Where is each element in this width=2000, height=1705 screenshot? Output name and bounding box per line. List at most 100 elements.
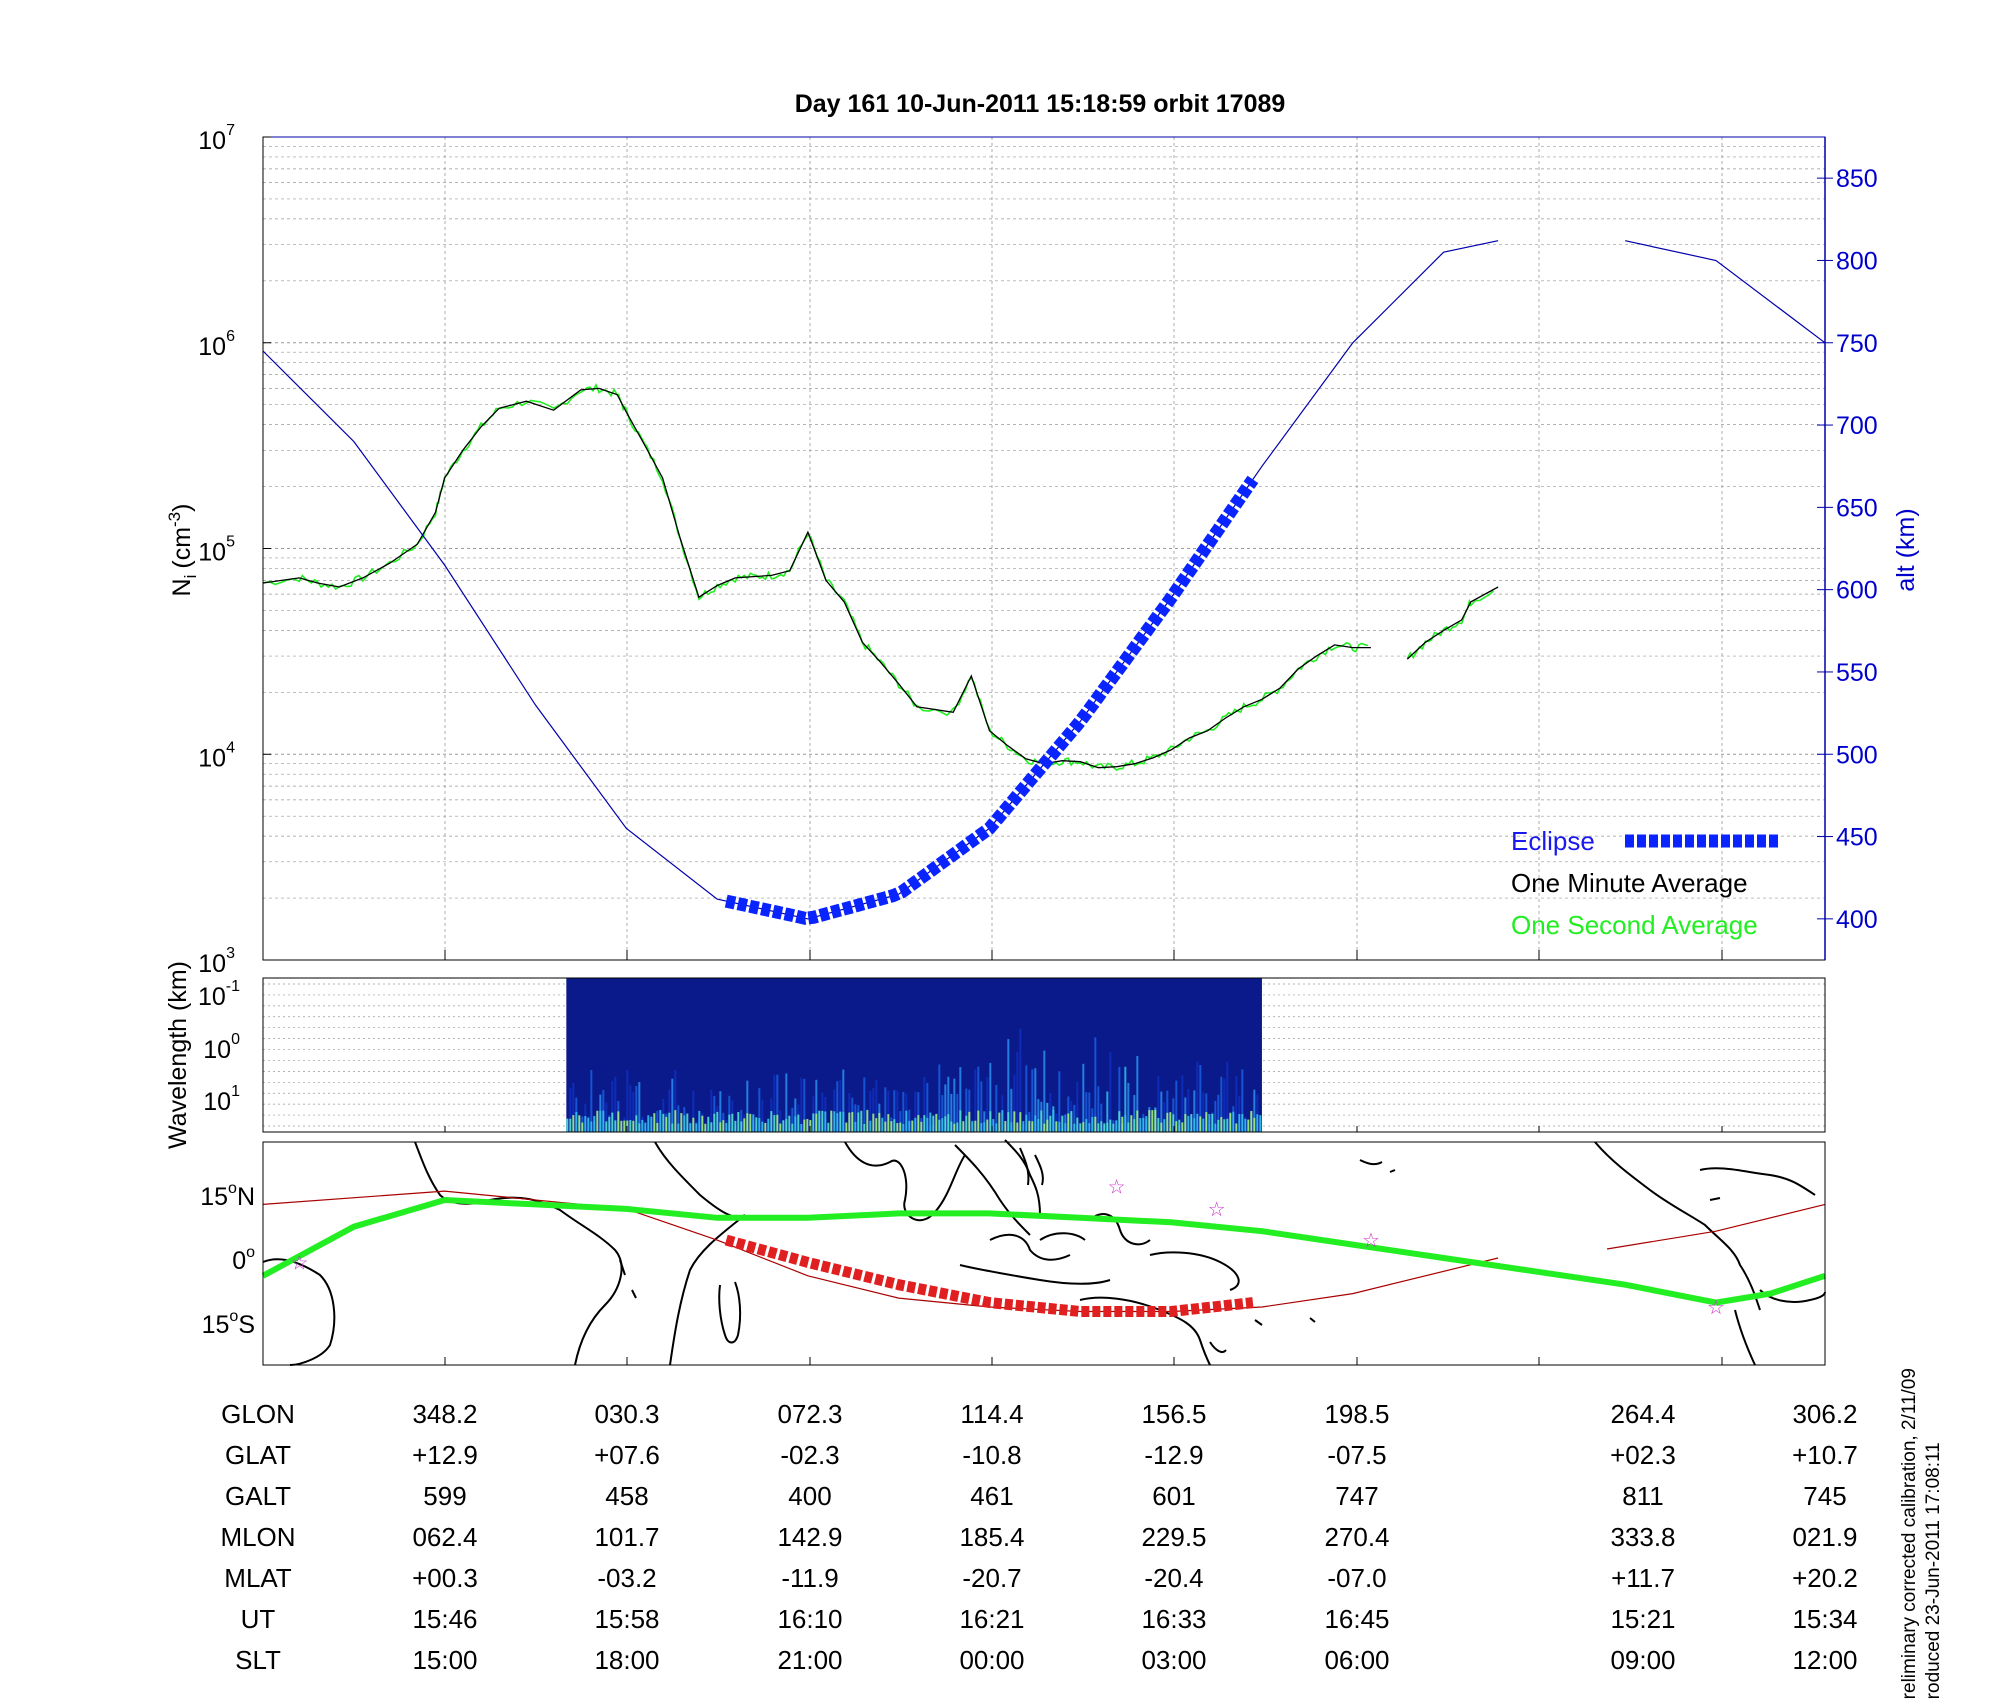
- spectrogram-base: [671, 1124, 673, 1132]
- spectrogram-base: [812, 1113, 814, 1132]
- spectrogram-base: [905, 1111, 907, 1132]
- spectrogram-base: [1064, 1123, 1066, 1132]
- spectrogram-base: [863, 1124, 865, 1132]
- table-cell: 599: [423, 1481, 466, 1511]
- spectrogram-base: [1079, 1123, 1081, 1132]
- spectrogram-base: [872, 1114, 874, 1132]
- spectrogram-base: [1019, 1112, 1021, 1132]
- spectrogram-base: [1256, 1114, 1258, 1132]
- spectrogram-base: [815, 1114, 817, 1132]
- spectrogram-base: [704, 1124, 706, 1132]
- spectrogram-base: [917, 1115, 919, 1132]
- spectrogram-base: [698, 1111, 700, 1132]
- spectrogram-base: [947, 1114, 949, 1132]
- density-y-label-close: ): [168, 504, 196, 512]
- spectrogram-base: [1061, 1116, 1063, 1132]
- table-cell: 745: [1803, 1481, 1846, 1511]
- spectrogram-base: [1241, 1114, 1243, 1132]
- spectrogram-base: [647, 1115, 649, 1132]
- table-cell: -07.0: [1327, 1563, 1386, 1593]
- spectrogram-base: [776, 1115, 778, 1132]
- spectrogram-base: [662, 1114, 664, 1132]
- spectrogram-base: [1028, 1121, 1030, 1132]
- table-cell: 15:00: [412, 1645, 477, 1675]
- spectrogram-base: [893, 1119, 895, 1132]
- spectrogram-base: [1010, 1122, 1012, 1132]
- spectrogram-base: [1013, 1111, 1015, 1132]
- spectrogram-base: [1130, 1115, 1132, 1132]
- spectrogram-base: [665, 1117, 667, 1132]
- table-cell: 16:10: [777, 1604, 842, 1634]
- spectrogram-base: [899, 1123, 901, 1132]
- spectrogram-base: [896, 1123, 898, 1132]
- spectrogram-base: [818, 1111, 820, 1132]
- spectrogram-base: [749, 1114, 751, 1132]
- table-cell: 114.4: [960, 1399, 1023, 1429]
- spectrogram-base: [962, 1121, 964, 1132]
- spectrogram-base: [986, 1119, 988, 1132]
- spectrogram-base: [686, 1114, 688, 1132]
- spectrogram-base: [1235, 1123, 1237, 1132]
- density-y-label-n: N: [168, 578, 196, 596]
- spectrogram-base: [644, 1123, 646, 1132]
- spectrogram-base: [977, 1111, 979, 1132]
- spectrogram-base: [989, 1111, 991, 1132]
- table-cell: 458: [605, 1481, 648, 1511]
- spectrogram-base: [1025, 1115, 1027, 1132]
- table-cell: 16:45: [1324, 1604, 1389, 1634]
- spectrogram-base: [1070, 1111, 1072, 1132]
- table-cell: 101.7: [594, 1522, 659, 1552]
- spectrogram-base: [722, 1120, 724, 1132]
- spectrogram-base: [983, 1122, 985, 1132]
- tick-exp: 6: [226, 328, 235, 345]
- spectrogram-base: [683, 1115, 685, 1132]
- spectrogram-base: [971, 1121, 973, 1132]
- spectrogram-base: [746, 1113, 748, 1132]
- table-cell: +10.7: [1792, 1440, 1858, 1470]
- spectrogram-base: [1121, 1117, 1123, 1132]
- spectrogram-base: [1094, 1117, 1096, 1132]
- spectrogram-base: [797, 1115, 799, 1132]
- spectrogram-base: [638, 1123, 640, 1132]
- altitude-y-tick-label: 550: [1836, 659, 1878, 687]
- spectrogram-base: [710, 1122, 712, 1132]
- spectrogram-base: [623, 1121, 625, 1132]
- table-row-label: SLT: [235, 1645, 281, 1675]
- spectrogram-base: [773, 1115, 775, 1132]
- tick-base: 10: [198, 127, 226, 155]
- spectrogram-base: [599, 1111, 601, 1132]
- spectrogram-base: [932, 1116, 934, 1132]
- spectrogram-base: [725, 1123, 727, 1132]
- table-cell: -07.5: [1327, 1440, 1386, 1470]
- table-cell: 156.5: [1141, 1399, 1206, 1429]
- spectrogram-base: [824, 1111, 826, 1132]
- spectrogram-base: [1097, 1123, 1099, 1132]
- spectrogram-base: [716, 1112, 718, 1132]
- tick-exp: 7: [226, 122, 235, 139]
- spectrogram-base: [1247, 1120, 1249, 1132]
- spectrogram-base: [659, 1110, 661, 1132]
- table-cell: +20.2: [1792, 1563, 1858, 1593]
- spectrogram-base: [575, 1112, 577, 1132]
- spectrogram-base: [581, 1123, 583, 1132]
- spectrogram-base: [788, 1116, 790, 1132]
- spectrogram-base: [866, 1110, 868, 1132]
- spectrogram-base: [641, 1120, 643, 1132]
- spectrogram-base: [1034, 1115, 1036, 1132]
- star-marker: ☆: [1707, 1297, 1725, 1319]
- spectrogram-base: [1196, 1114, 1198, 1132]
- table-row-label: GALT: [225, 1481, 291, 1511]
- table-cell: -02.3: [780, 1440, 839, 1470]
- table-cell: 18:00: [594, 1645, 659, 1675]
- spectrogram-base: [590, 1121, 592, 1132]
- spectrogram-base: [929, 1113, 931, 1132]
- spectrogram-base: [1205, 1112, 1207, 1132]
- spectrogram-base: [1163, 1119, 1165, 1132]
- legend: Eclipse One Minute Average One Second Av…: [1511, 826, 1778, 940]
- table-cell: 461: [970, 1481, 1013, 1511]
- spectrogram-base: [1193, 1118, 1195, 1132]
- tick-exp: 3: [226, 945, 235, 962]
- spectrogram-base: [674, 1110, 676, 1132]
